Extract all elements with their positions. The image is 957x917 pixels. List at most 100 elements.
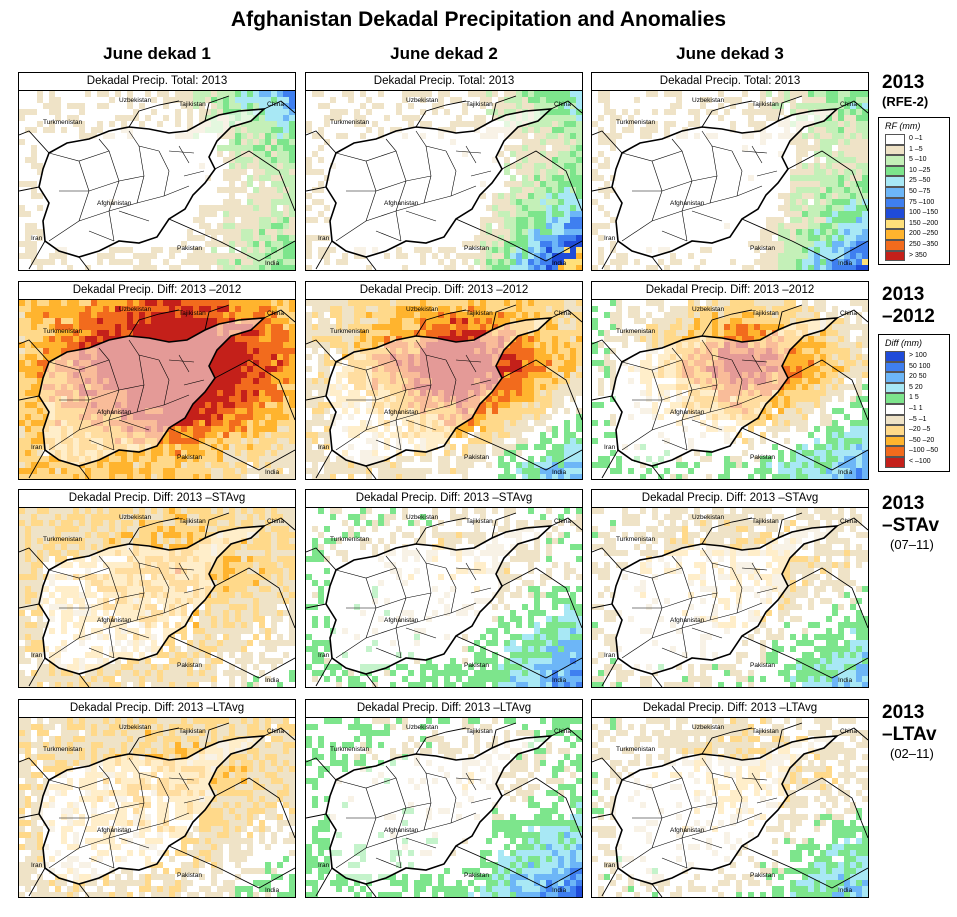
province-boundary: [455, 359, 482, 363]
afghanistan-border: [325, 317, 554, 467]
international-boundary: [777, 304, 803, 331]
international-boundary: [701, 309, 753, 337]
international-boundary: [214, 359, 295, 421]
province-boundary: [335, 847, 367, 869]
place-label-india: India: [265, 677, 280, 684]
place-label-turkmenistan: Turkmenistan: [43, 119, 83, 126]
place-label-india: India: [265, 887, 280, 894]
rainfall-legend-swatch: [885, 165, 905, 177]
province-boundary: [632, 802, 718, 819]
province-boundary: [395, 359, 407, 451]
international-boundary: [651, 256, 663, 270]
precip-map: [592, 508, 868, 687]
province-boundary: [415, 757, 447, 779]
province-boundary: [691, 837, 723, 849]
province-boundary: [681, 777, 693, 869]
panel-title: Dekadal Precip. Diff: 2013 –LTAvg: [19, 700, 295, 718]
difference-legend-swatch: [885, 414, 905, 426]
international-boundary: [836, 309, 868, 323]
map-panel-total-dekad-1: Dekadal Precip. Total: 2013 Uzbekistan Taj…: [18, 72, 296, 271]
rainfall-legend-item: 1 –5: [879, 144, 949, 156]
province-boundary: [178, 562, 190, 581]
place-label-pakistan: Pakistan: [177, 662, 202, 669]
international-boundary: [592, 130, 623, 154]
international-boundary: [787, 150, 868, 212]
difference-legend-item: > 100: [879, 351, 949, 362]
province-boundary: [108, 567, 120, 659]
province-boundary: [415, 547, 447, 569]
place-label-tajikistan: Tajikistan: [466, 728, 493, 735]
place-label-china: China: [267, 728, 284, 735]
place-label-india: India: [552, 887, 567, 894]
international-boundary: [128, 100, 180, 128]
precip-map: [306, 91, 582, 270]
place-label-turkmenistan: Turkmenistan: [43, 536, 83, 543]
international-boundary: [491, 95, 517, 122]
international-boundary: [306, 339, 337, 363]
difference-legend-label: 5 20: [909, 383, 923, 391]
panel-title: Dekadal Precip. Diff: 2013 –2012: [19, 282, 295, 300]
place-label-pakistan: Pakistan: [464, 662, 489, 669]
province-boundary: [405, 419, 437, 431]
place-label-afghanistan: Afghanistan: [97, 409, 132, 416]
international-boundary: [415, 517, 467, 545]
rainfall-legend-item: 10 –25: [879, 165, 949, 177]
province-boundary: [621, 847, 653, 869]
international-boundary: [128, 727, 180, 755]
international-boundary: [741, 635, 868, 679]
international-boundary: [501, 359, 582, 421]
international-boundary: [263, 100, 295, 114]
rainfall-legend-label: 0 –1: [909, 135, 923, 142]
difference-legend-swatch: [885, 435, 905, 447]
international-boundary: [214, 777, 295, 839]
international-boundary: [592, 603, 613, 609]
difference-legend-swatch: [885, 393, 905, 404]
place-label-afghanistan: Afghanistan: [670, 200, 705, 207]
place-label-uzbekistan: Uzbekistan: [692, 306, 725, 313]
province-boundary: [701, 130, 733, 152]
precip-map: [19, 508, 295, 687]
international-boundary: [204, 304, 230, 331]
province-boundary: [651, 185, 763, 222]
place-label-uzbekistan: Uzbekistan: [119, 514, 152, 521]
afghanistan-area: [612, 736, 837, 884]
place-label-afghanistan: Afghanistan: [97, 827, 132, 834]
rainfall-legend-label: 75 –100: [909, 198, 935, 206]
international-boundary: [651, 673, 663, 687]
row-label-diffltavg-years: (02–11): [890, 746, 934, 761]
precip-map: [592, 300, 868, 479]
international-boundary: [306, 547, 337, 571]
international-boundary: [19, 130, 50, 154]
place-label-pakistan: Pakistan: [177, 872, 202, 879]
international-boundary: [28, 867, 46, 897]
afghanistan-border: [611, 735, 840, 885]
province-boundary: [470, 587, 492, 594]
place-label-china: China: [554, 728, 571, 735]
place-label-china: China: [840, 728, 857, 735]
international-boundary: [550, 100, 582, 114]
afghanistan-area: [612, 526, 837, 674]
rainfall-legend-swatch: [885, 155, 905, 166]
rainfall-legend-label: 150 –200: [909, 219, 939, 227]
province-boundary: [346, 175, 432, 192]
panel-title: Dekadal Precip. Diff: 2013 –2012: [592, 282, 868, 300]
international-boundary: [365, 673, 377, 687]
international-boundary: [501, 567, 582, 629]
place-label-afghanistan: Afghanistan: [97, 200, 132, 207]
province-boundary: [168, 567, 195, 571]
place-label-afghanistan: Afghanistan: [384, 409, 419, 416]
place-label-tajikistan: Tajikistan: [752, 518, 779, 525]
difference-legend-item: –50 –20: [879, 435, 949, 447]
place-label-uzbekistan: Uzbekistan: [406, 514, 439, 521]
international-boundary: [28, 240, 46, 270]
international-boundary: [204, 722, 230, 749]
province-boundary: [632, 592, 718, 609]
province-boundary: [681, 567, 693, 659]
rainfall-legend-title: RF (mm): [885, 121, 921, 131]
international-boundary: [455, 845, 582, 889]
province-boundary: [375, 647, 402, 659]
province-boundary: [118, 210, 150, 222]
difference-legend-title: Diff (mm): [885, 338, 922, 348]
international-boundary: [415, 100, 467, 128]
province-boundary: [621, 347, 683, 371]
